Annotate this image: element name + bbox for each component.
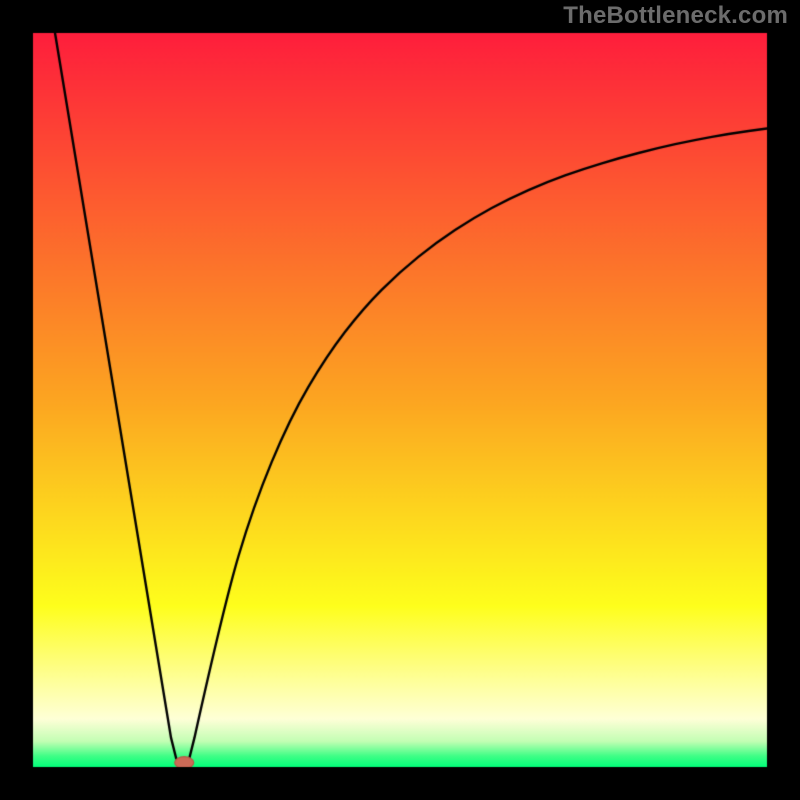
watermark-label: TheBottleneck.com [563,2,788,30]
bottleneck-curve-chart [0,0,800,800]
chart-wrapper: TheBottleneck.com [0,0,800,800]
